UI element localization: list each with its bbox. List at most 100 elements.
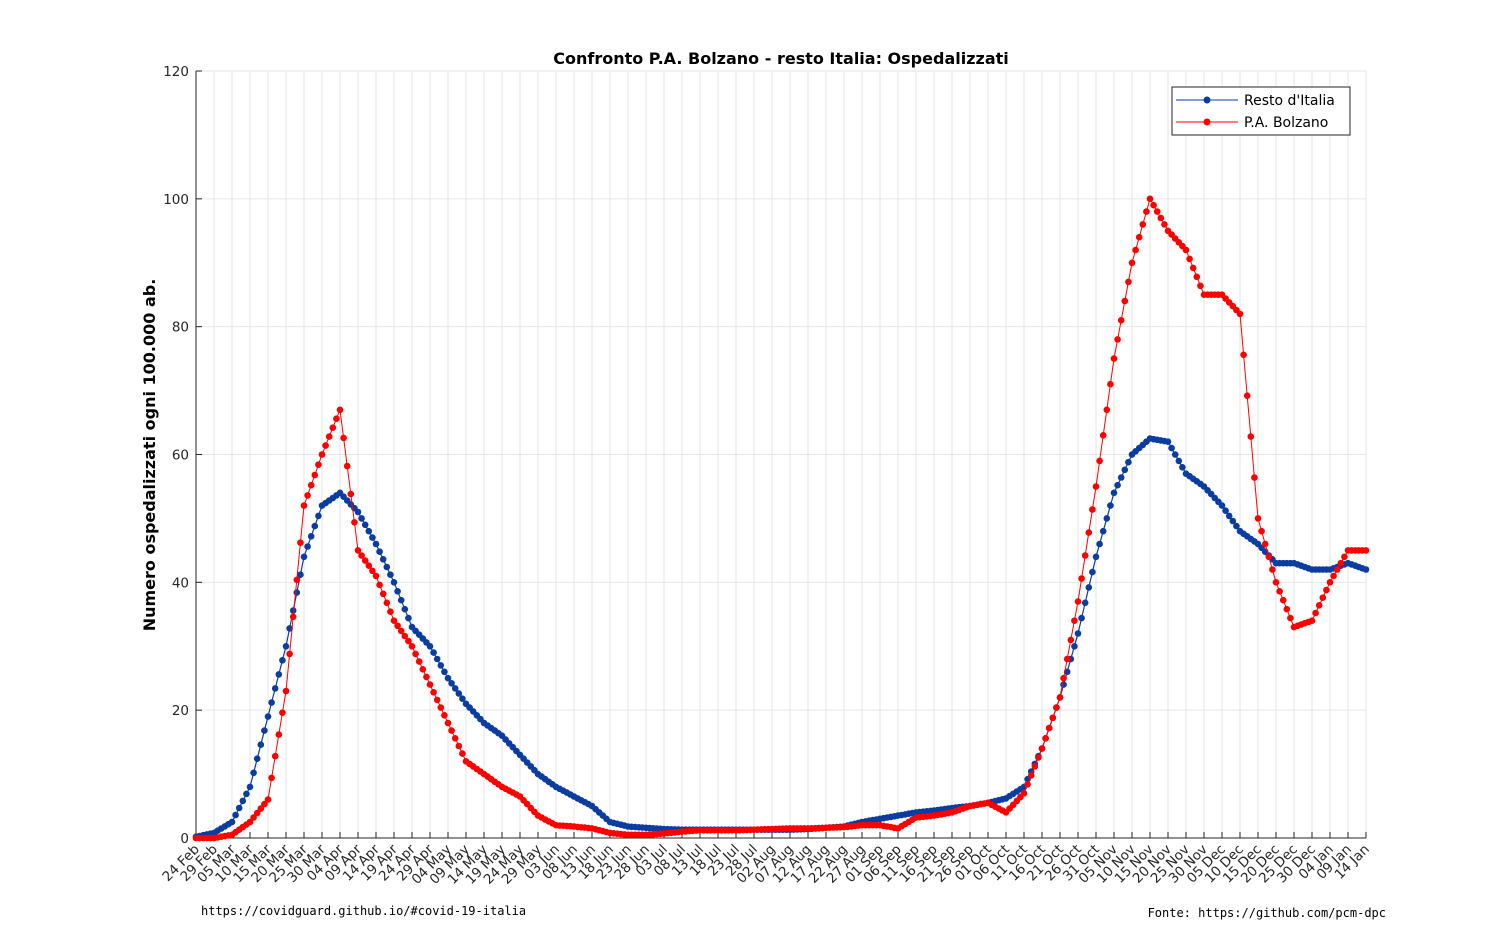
y-tick-label: 80 xyxy=(172,320,189,336)
data-point xyxy=(1157,214,1165,222)
data-point xyxy=(1031,763,1039,770)
data-point xyxy=(239,797,247,805)
data-point xyxy=(250,769,257,777)
data-point xyxy=(1103,515,1111,522)
data-point xyxy=(304,492,311,499)
data-point xyxy=(1315,602,1323,609)
data-point xyxy=(300,502,308,509)
data-point xyxy=(426,681,434,688)
data-point xyxy=(423,673,430,681)
data-point xyxy=(246,818,254,826)
data-point xyxy=(1287,614,1294,622)
data-point xyxy=(1042,735,1049,742)
data-point xyxy=(304,543,311,550)
legend: Resto d'Italia P.A. Bolzano xyxy=(1171,86,1351,136)
data-point xyxy=(1164,438,1172,446)
data-point xyxy=(397,627,405,635)
y-axis-label: Numero ospedalizzati ogni 100.000 ab. xyxy=(140,279,159,632)
data-point xyxy=(430,649,437,656)
data-point xyxy=(282,687,290,695)
data-point xyxy=(293,576,301,584)
data-point xyxy=(1121,466,1129,474)
data-point xyxy=(379,590,387,598)
data-point xyxy=(1312,609,1319,617)
data-point xyxy=(1045,724,1053,732)
y-tick-label: 60 xyxy=(172,448,189,464)
data-point xyxy=(1081,599,1089,607)
data-point xyxy=(408,643,416,650)
data-point xyxy=(275,731,283,738)
data-point xyxy=(297,571,304,578)
data-point xyxy=(1099,527,1107,535)
data-point xyxy=(1362,547,1370,554)
data-point xyxy=(441,668,448,676)
data-point xyxy=(1110,489,1118,497)
data-point xyxy=(1236,310,1244,318)
data-point xyxy=(1114,481,1121,489)
data-point xyxy=(1225,512,1233,520)
data-point xyxy=(311,471,319,479)
data-point xyxy=(455,690,463,697)
data-point xyxy=(311,522,319,530)
data-point xyxy=(1326,579,1334,586)
data-point xyxy=(1218,502,1226,509)
data-point xyxy=(1261,540,1269,548)
data-point xyxy=(1056,694,1064,701)
data-point xyxy=(347,490,355,498)
data-point xyxy=(1117,474,1125,481)
data-point xyxy=(1193,273,1201,281)
data-point xyxy=(1092,483,1100,490)
data-point xyxy=(1243,392,1251,400)
data-point xyxy=(286,650,293,658)
data-point xyxy=(1060,681,1067,688)
data-point xyxy=(361,521,369,529)
data-point xyxy=(315,461,322,469)
data-point xyxy=(325,433,333,440)
data-point xyxy=(318,451,326,458)
data-point xyxy=(1258,527,1265,535)
data-point xyxy=(261,800,268,808)
data-point xyxy=(279,709,286,716)
data-point xyxy=(1139,221,1147,228)
data-point xyxy=(1175,457,1183,465)
series-bolzano xyxy=(192,195,1370,842)
data-point xyxy=(394,588,401,595)
data-point xyxy=(329,424,337,432)
data-point xyxy=(1179,464,1186,471)
data-point xyxy=(322,442,329,449)
data-point xyxy=(1146,195,1154,203)
data-point xyxy=(383,563,391,571)
data-point xyxy=(401,632,409,640)
legend-label-resto-italia: Resto d'Italia xyxy=(1244,93,1335,109)
data-point xyxy=(1337,559,1345,567)
data-point xyxy=(1067,636,1075,644)
data-point xyxy=(379,556,387,563)
data-point xyxy=(1362,566,1370,573)
data-point xyxy=(448,680,455,687)
legend-box xyxy=(1171,86,1351,136)
data-point xyxy=(358,552,365,559)
y-tick-label: 20 xyxy=(172,703,189,719)
y-tick-label: 120 xyxy=(163,64,189,80)
data-point xyxy=(1240,351,1247,359)
data-point xyxy=(387,608,394,615)
source-url-note: https://covidguard.github.io/#covid-19-i… xyxy=(201,904,527,918)
data-point xyxy=(1089,568,1096,576)
data-point xyxy=(390,617,398,624)
data-point xyxy=(279,657,286,664)
data-point xyxy=(1078,575,1085,582)
data-point xyxy=(1114,336,1121,343)
data-point xyxy=(257,741,265,748)
data-point xyxy=(253,809,261,817)
data-point xyxy=(376,548,383,555)
data-point xyxy=(1279,596,1287,604)
data-point xyxy=(271,752,279,760)
data-point xyxy=(1254,515,1262,522)
data-point xyxy=(282,643,290,650)
data-point xyxy=(315,512,322,520)
legend-label-bolzano: P.A. Bolzano xyxy=(1244,115,1328,131)
data-point xyxy=(293,589,301,596)
data-point xyxy=(1269,566,1276,573)
grid xyxy=(195,70,1367,839)
data-point xyxy=(390,579,398,586)
